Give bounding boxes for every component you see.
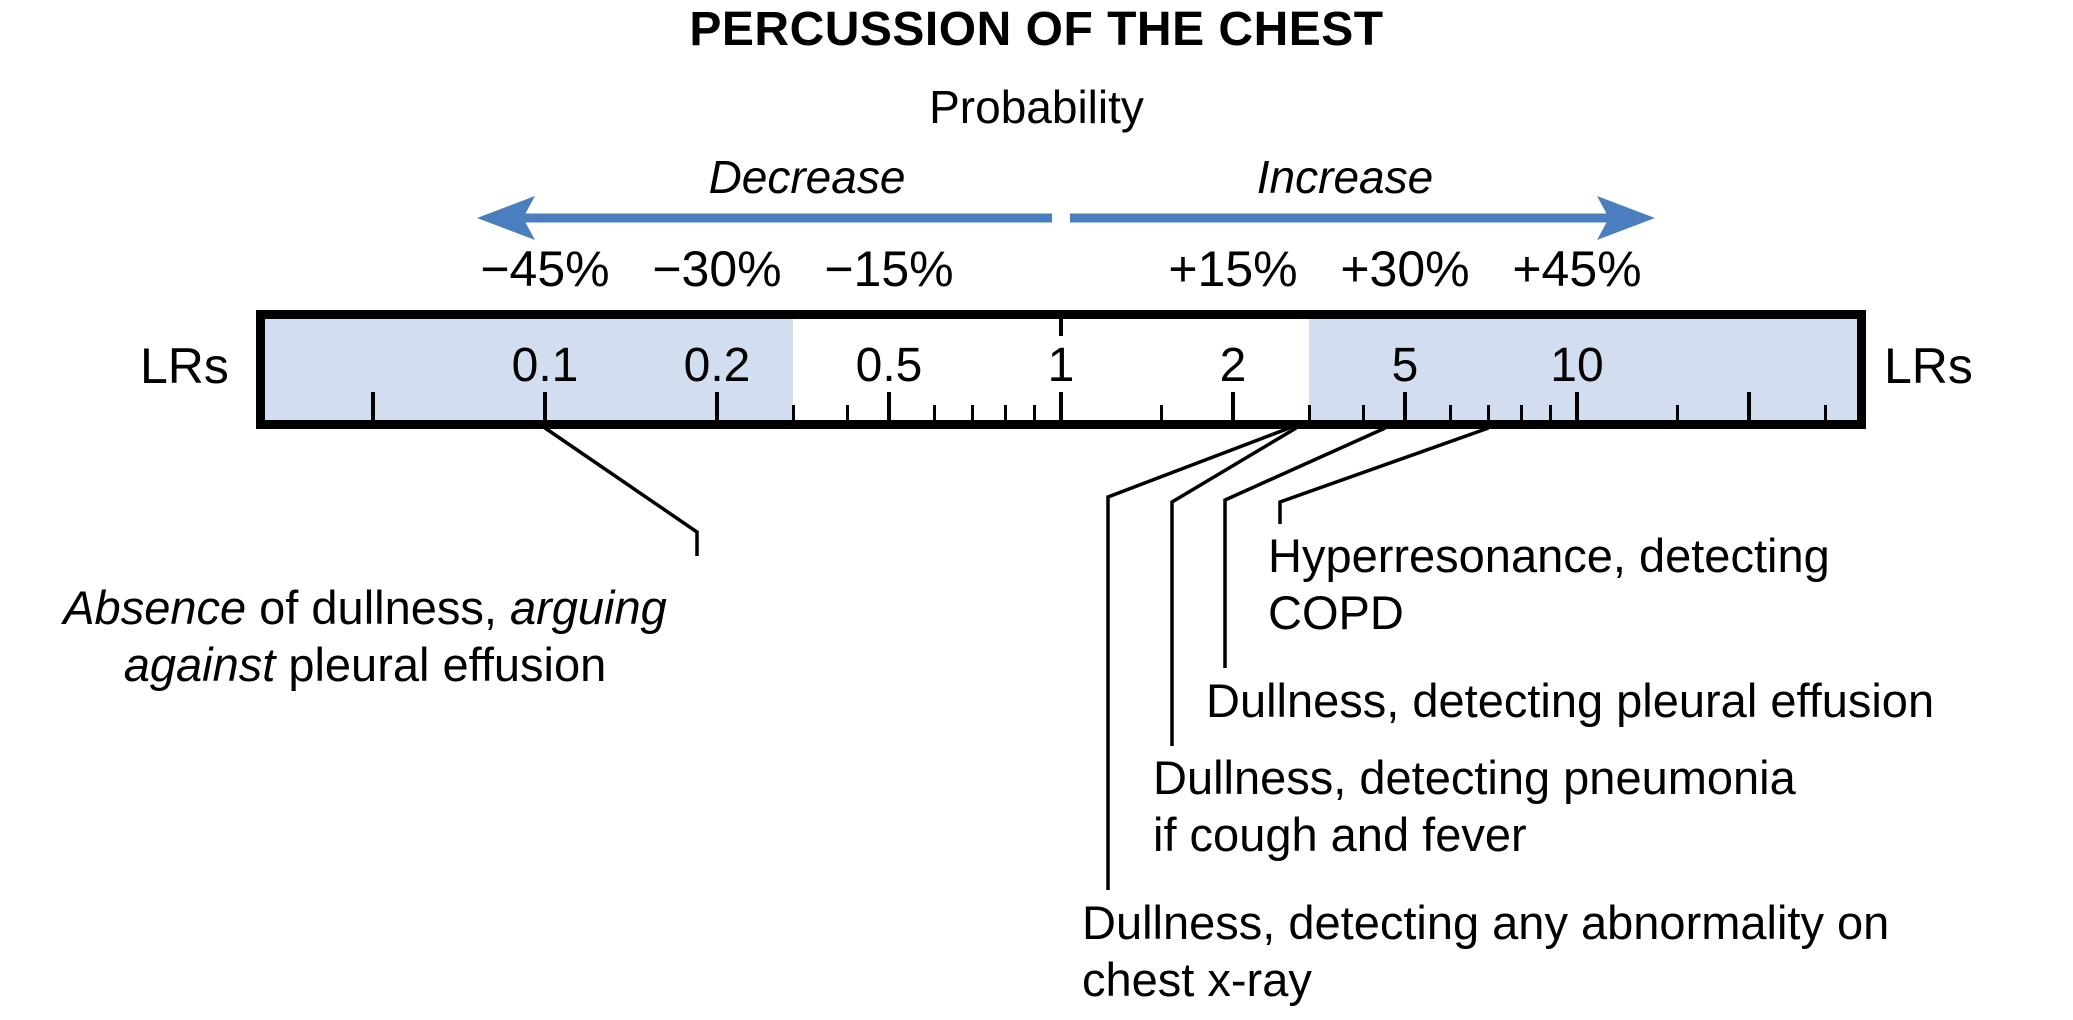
tick-label: 2 <box>1219 339 1247 392</box>
tick-label: 0.5 <box>855 339 923 392</box>
tick-label: 0.1 <box>511 339 579 392</box>
tick-mark <box>543 392 547 420</box>
percent-label: +30% <box>1340 241 1470 297</box>
lrs-label-left: LRs <box>140 338 229 394</box>
annotation-line: Absence of dullness, arguing <box>63 581 667 634</box>
tick-mark <box>1486 405 1490 420</box>
tick-mark <box>715 392 719 420</box>
tick-mark <box>1361 405 1365 420</box>
percent-label: +15% <box>1168 241 1298 297</box>
percent-label: −15% <box>824 241 954 297</box>
tick-mark <box>1059 319 1063 336</box>
tick-label: 0.2 <box>683 339 751 392</box>
tick-mark <box>1059 392 1063 420</box>
annotation-xray: Dullness, detecting any abnormality on ch… <box>1082 894 1942 1008</box>
annotation-pneumonia: Dullness, detecting pneumonia if cough an… <box>1153 749 1853 863</box>
tick-mark <box>1747 392 1751 420</box>
tick-mark <box>845 405 849 420</box>
percent-label: +45% <box>1512 241 1642 297</box>
lrs-label-right: LRs <box>1884 338 1973 394</box>
annotation-line: against pleural effusion <box>123 638 607 691</box>
tick-mark <box>1823 405 1827 420</box>
tick-label: 5 <box>1391 339 1419 392</box>
tick-label: 10 <box>1550 339 1604 392</box>
annotation-line: Hyperresonance, detecting <box>1268 529 1830 582</box>
tick-mark <box>887 392 891 420</box>
probability-label: Probability <box>929 81 1144 133</box>
leader-line-absence <box>544 426 699 556</box>
tick-mark <box>1307 405 1311 420</box>
shaded-band <box>1309 319 1857 420</box>
annotation-pleural: Dullness, detecting pleural effusion <box>1206 672 2006 729</box>
tick-mark <box>1160 405 1164 420</box>
annotation-line: Dullness, detecting pleural effusion <box>1206 674 1935 727</box>
annotation-line: Dullness, detecting any abnormality on <box>1082 896 1890 949</box>
annotation-line: if cough and fever <box>1153 808 1527 861</box>
tick-mark <box>932 405 936 420</box>
tick-mark <box>1033 405 1037 420</box>
tick-mark <box>1448 405 1452 420</box>
shaded-band <box>265 319 794 420</box>
tick-mark <box>1231 392 1235 420</box>
figure-title: PERCUSSION OF THE CHEST <box>689 3 1384 56</box>
tick-mark <box>1520 405 1524 420</box>
tick-mark <box>1676 405 1680 420</box>
percent-label: −30% <box>652 241 782 297</box>
annotation-line: Dullness, detecting pneumonia <box>1153 751 1796 804</box>
annotation-line: chest x-ray <box>1082 953 1312 1006</box>
decrease-label: Decrease <box>708 151 906 203</box>
tick-mark <box>791 405 795 420</box>
tick-mark <box>1549 405 1553 420</box>
annotation-absence: Absence of dullness, arguing against pleu… <box>0 579 730 693</box>
tick-mark <box>1575 392 1579 420</box>
annotation-hyperresonance: Hyperresonance, detecting COPD <box>1268 527 1908 641</box>
tick-mark <box>1004 405 1008 420</box>
leader-line-hyperresonance <box>1278 426 1490 524</box>
tick-mark <box>970 405 974 420</box>
tick-mark <box>371 392 375 420</box>
tick-label: 1 <box>1047 339 1075 392</box>
increase-label: Increase <box>1256 151 1434 203</box>
lr-scale-bar-border <box>256 310 1866 429</box>
percent-label: −45% <box>480 241 610 297</box>
tick-mark <box>1403 392 1407 420</box>
annotation-line: COPD <box>1268 586 1404 639</box>
